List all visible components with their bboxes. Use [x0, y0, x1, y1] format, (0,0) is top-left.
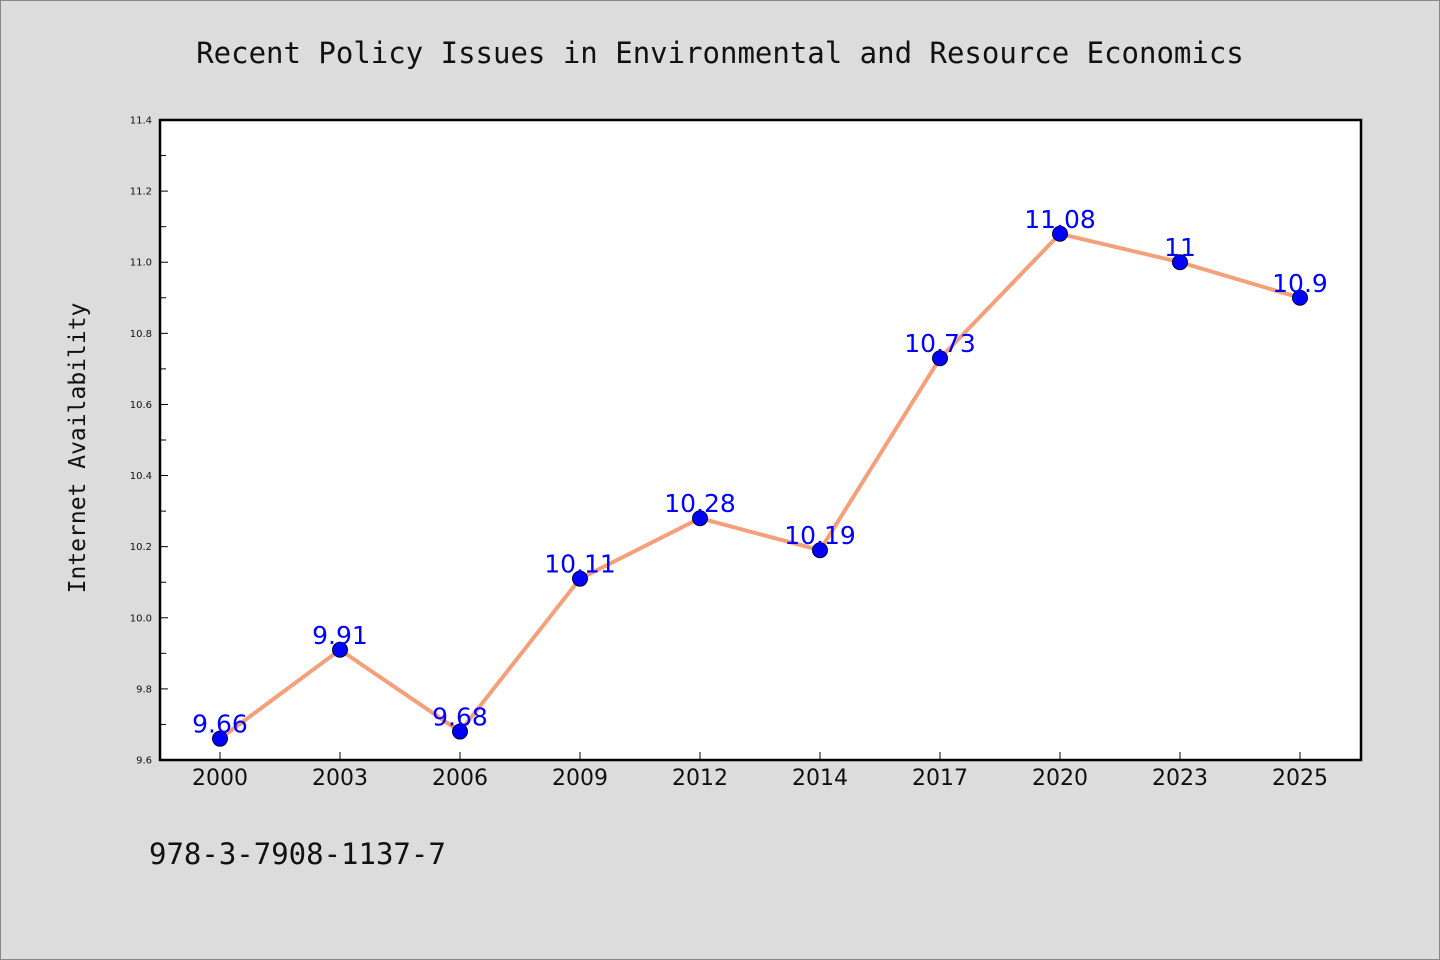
data-point-marker: [812, 542, 828, 559]
isbn-footer: 978-3-7908-1137-7: [149, 837, 446, 871]
data-label: 9.91: [312, 621, 368, 650]
x-tick-label: 2020: [1032, 766, 1088, 791]
y-tick-label: 10.0: [130, 613, 152, 624]
plot-area: [158, 118, 1363, 762]
data-label: 10.9: [1272, 269, 1328, 298]
data-point-marker: [332, 641, 348, 658]
data-point-marker: [572, 570, 588, 587]
x-tick-label: 2006: [432, 766, 488, 791]
data-point-marker: [212, 730, 228, 747]
data-point-marker: [1292, 289, 1308, 306]
y-tick-label: 10.6: [130, 400, 152, 411]
data-point-marker: [1172, 254, 1188, 271]
data-label: 9.66: [192, 710, 248, 739]
y-tick-label: 11.4: [130, 116, 152, 127]
x-tick-label: 2023: [1152, 766, 1208, 791]
x-axis: 2000 2003 2006 2009 2012 2014 2017 2020 2023 2025: [192, 752, 1328, 791]
data-point-marker: [932, 350, 948, 367]
y-tick-label: 9.8: [136, 684, 152, 695]
series-line-path: [218, 231, 1302, 741]
x-tick-label: 2003: [312, 766, 368, 791]
chart-title: Recent Policy Issues in Environmental an…: [196, 36, 1244, 70]
data-label: 9.68: [432, 703, 488, 732]
data-point-marker: [692, 510, 708, 527]
data-label: 10.19: [784, 521, 856, 550]
y-tick-label: 9.6: [136, 756, 152, 767]
data-point-marker: [1052, 225, 1068, 242]
x-tick-label: 2014: [792, 766, 848, 791]
data-point-marker: [452, 723, 468, 740]
x-tick-label: 2025: [1272, 766, 1328, 791]
data-label: 10.28: [664, 489, 736, 518]
x-tick-label: 2017: [912, 766, 968, 791]
y-tick-label: 10.2: [130, 542, 152, 553]
data-label: 11: [1164, 233, 1196, 262]
data-label: 11.08: [1024, 205, 1096, 234]
y-tick-label: 10.8: [130, 329, 152, 340]
x-tick-label: 2000: [192, 766, 248, 791]
y-tick-label: 11.2: [130, 187, 152, 198]
y-tick-label: 10.4: [130, 471, 152, 482]
y-axis: 9.6 9.8 10.0 10.2 10.4 10.6 10.8 11.0 11.2 11.4: [130, 116, 168, 767]
data-label: 10.11: [544, 550, 616, 579]
data-label: 10.73: [904, 329, 976, 358]
y-axis-label: Internet Availability: [65, 303, 91, 594]
y-tick-label: 11.0: [130, 258, 152, 269]
x-tick-label: 2012: [672, 766, 728, 791]
series-line: 9.66 9.91 9.68 10.11 10.28 10.19 10.73 11.08 11 1…: [192, 205, 1328, 747]
x-tick-label: 2009: [552, 766, 608, 791]
